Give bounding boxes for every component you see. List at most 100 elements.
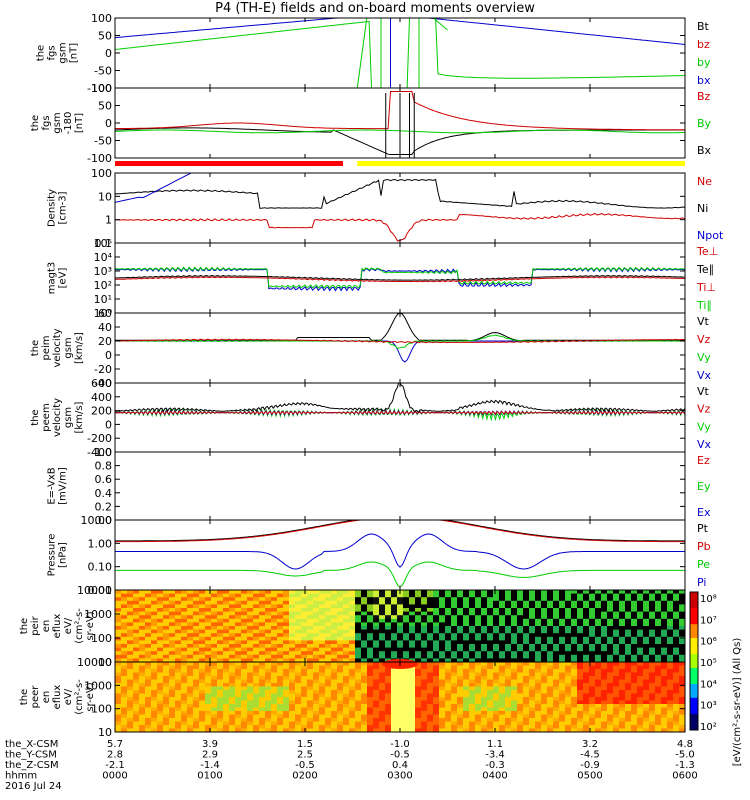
spectrogram-cell [619, 658, 626, 663]
spectrogram-cell [541, 686, 548, 691]
legend-Vx: Vx [697, 438, 712, 451]
spectrogram-cell [481, 640, 488, 645]
spectrogram-cell [283, 697, 290, 701]
spectrogram-cell [247, 711, 254, 715]
colorbar-cell [690, 727, 698, 731]
spectrogram-cell [607, 662, 614, 666]
spectrogram-cell [355, 618, 362, 623]
spectrogram-cell [421, 608, 428, 613]
spectrogram-cell [271, 640, 278, 645]
spectrogram-cell [583, 636, 590, 641]
spectrogram-cell [343, 721, 350, 726]
spectrogram-cell [553, 718, 560, 722]
spectrogram-cell [499, 644, 506, 649]
spectrogram-cell [577, 611, 584, 616]
spectrogram-cell [667, 711, 674, 715]
spectrogram-cell [643, 697, 650, 701]
spectrogram-cell [505, 629, 512, 634]
spectrogram-cell [253, 672, 260, 677]
spectrogram-cell [607, 690, 614, 694]
spectrogram-cell [343, 683, 350, 687]
x-axis-value: -1.4 [200, 760, 220, 771]
spectrogram-cell [217, 718, 224, 722]
spectrogram-cell [211, 597, 218, 602]
spectrogram-cell [445, 618, 452, 623]
spectrogram-cell [625, 718, 632, 722]
spectrogram-cell [391, 600, 398, 605]
spectrogram-cell [277, 590, 284, 595]
spectrogram-cell [259, 640, 266, 645]
spectrogram-cell [127, 686, 134, 691]
spectrogram-cell [217, 662, 224, 666]
spectrogram-cell [241, 665, 248, 670]
spectrogram-cell [529, 714, 536, 719]
spectrogram-cell [211, 658, 218, 663]
spectrogram-cell [469, 615, 476, 620]
spectrogram-cell [115, 658, 122, 663]
colorbar-cell [690, 628, 698, 632]
spectrogram-cell [313, 693, 320, 698]
spectrogram-cell [577, 697, 584, 701]
spectrogram-cell [379, 593, 386, 598]
spectrogram-cell [499, 662, 506, 666]
spectrogram-cell [247, 611, 254, 616]
spectrogram-cell [163, 700, 170, 705]
spectrogram-cell [409, 672, 416, 677]
spectrogram-cell [313, 615, 320, 620]
spectrogram-cell [367, 640, 374, 645]
spectrogram-cell [541, 597, 548, 602]
spectrogram-cell [253, 651, 260, 656]
spectrogram-cell [649, 707, 656, 712]
spectrogram-cell [157, 604, 164, 609]
spectrogram-cell [241, 704, 248, 708]
spectrogram-cell [565, 718, 572, 722]
spectrogram-cell [505, 707, 512, 712]
spectrogram-cell [229, 683, 236, 687]
spectrogram-cell [163, 629, 170, 634]
spectrogram-cell [415, 690, 422, 694]
y-axis-label: sr-eV) [85, 611, 96, 640]
legend-Pb: Pb [697, 540, 711, 553]
spectrogram-cell [679, 615, 686, 620]
spectrogram-cell [511, 707, 518, 712]
spectrogram-cell [493, 714, 500, 719]
spectrogram-cell [631, 679, 638, 684]
spectrogram-cell [241, 693, 248, 698]
spectrogram-cell [547, 714, 554, 719]
spectrogram-cell [529, 618, 536, 623]
spectrogram-cell [241, 597, 248, 602]
spectrogram-cell [523, 626, 530, 631]
spectrogram-cell [523, 679, 530, 684]
spectrogram-cell [145, 633, 152, 638]
spectrogram-cell [253, 700, 260, 705]
y-axis-label: [nT] [69, 43, 80, 63]
spectrogram-cell [157, 718, 164, 722]
spectrogram-cell [115, 654, 122, 659]
spectrogram-cell [193, 683, 200, 687]
spectrogram-cell [547, 611, 554, 616]
spectrogram-cell [559, 597, 566, 602]
spectrogram-cell [319, 629, 326, 634]
spectrogram-cell [433, 697, 440, 701]
spectrogram-cell [265, 683, 272, 687]
spectrogram-cell [475, 718, 482, 722]
spectrogram-cell [547, 618, 554, 623]
spectrogram-cell [169, 683, 176, 687]
spectrogram-cell [343, 704, 350, 708]
spectrogram-cell [607, 728, 614, 733]
spectrogram-cell [115, 629, 122, 634]
spectrogram-cell [499, 725, 506, 729]
spectrogram-cell [667, 618, 674, 623]
spectrogram-cell [265, 665, 272, 670]
spectrogram-cell [277, 676, 284, 680]
spectrogram-cell [475, 728, 482, 733]
spectrogram-cell [211, 644, 218, 649]
spectrogram-cell [319, 676, 326, 680]
spectrogram-cell [523, 721, 530, 726]
spectrogram-cell [205, 707, 212, 712]
spectrogram-cell [649, 618, 656, 623]
spectrogram-cell [643, 633, 650, 638]
spectrogram-cell [355, 669, 362, 673]
spectrogram-cell [133, 600, 140, 605]
spectrogram-cell [235, 728, 242, 733]
